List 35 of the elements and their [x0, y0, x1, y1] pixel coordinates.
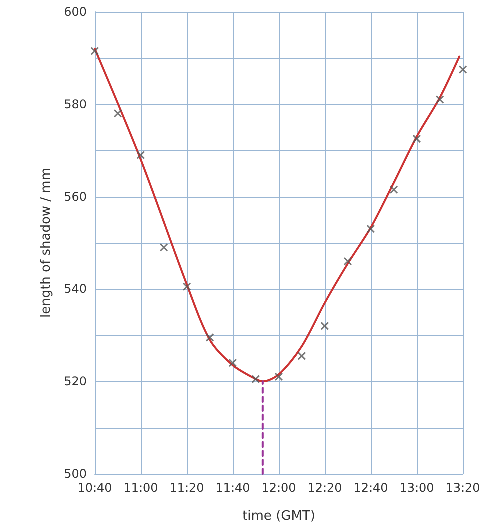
x-axis-title: time (GMT) [242, 509, 316, 524]
point [182, 282, 192, 292]
y-tick-label: 500 [64, 467, 87, 481]
point [458, 66, 468, 74]
y-tick-label: 580 [64, 97, 87, 112]
point [252, 375, 260, 384]
point [298, 352, 306, 360]
line-series [94, 48, 461, 383]
x-tick-label: 11:00 [124, 481, 158, 495]
x-tick-label: 12:00 [262, 481, 296, 495]
x-tick-label: 11:20 [170, 481, 204, 495]
y-tick-label: 540 [64, 282, 87, 296]
x-tick-label: 13:20 [446, 481, 480, 495]
y-tick-label: 520 [64, 374, 87, 389]
point [436, 96, 444, 104]
point [90, 47, 100, 56]
point [114, 109, 122, 118]
y-axis-title: length of shadow / mm [39, 168, 54, 318]
x-tick-label: 10:40 [78, 481, 112, 495]
point [274, 372, 284, 382]
y-tick-label: 600 [64, 5, 87, 19]
x-tick-label: 13:00 [400, 481, 434, 495]
point [412, 134, 422, 144]
point [136, 150, 146, 160]
point [344, 257, 352, 266]
point [366, 224, 376, 234]
x-tick-label: 12:40 [354, 481, 388, 495]
point [320, 322, 330, 330]
point [228, 358, 238, 368]
point [390, 186, 398, 194]
point [206, 333, 214, 342]
point [160, 243, 168, 252]
x-tick-label: 11:40 [216, 481, 250, 495]
y-tick-label: 560 [64, 190, 87, 204]
x-tick-label: 12:20 [308, 481, 342, 495]
